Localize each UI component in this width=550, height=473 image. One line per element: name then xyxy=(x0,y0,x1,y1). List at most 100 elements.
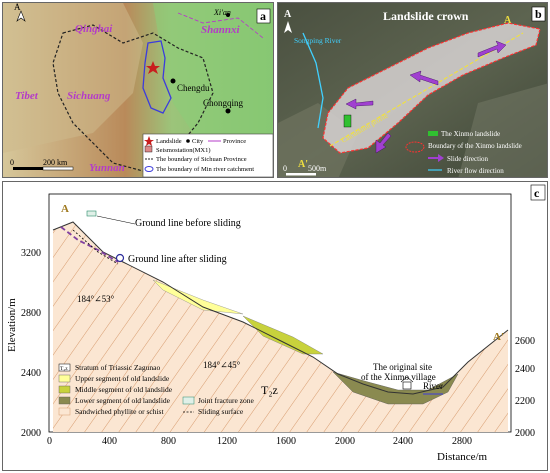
city-label-xian: Xi'an xyxy=(213,8,231,17)
xinmo-marker xyxy=(343,114,352,128)
panel-letter-box xyxy=(531,6,546,22)
svg-text:Slide direction: Slide direction xyxy=(447,155,489,163)
scale-bar: 0 500m xyxy=(283,164,327,176)
y-tick-label: 2400 xyxy=(515,364,535,375)
river-label: River xyxy=(423,381,443,391)
satellite-image: A Landslide crown A A' Songping River Ca… xyxy=(278,3,547,177)
profile-line xyxy=(329,32,524,147)
y-tick-label: 2800 xyxy=(21,308,41,319)
slide-direction-icon xyxy=(409,70,439,86)
province-label-tibet: Tibet xyxy=(15,90,39,102)
svg-text:Province: Province xyxy=(223,138,246,145)
svg-text:Sliding surface: Sliding surface xyxy=(198,407,244,416)
geological-profile: 0 400 800 1200 1600 2000 2400 2800 2000 … xyxy=(6,184,546,463)
x-tick-label: 1600 xyxy=(276,436,296,447)
dip-label-2: 184°∠45° xyxy=(203,360,241,370)
svg-text:City: City xyxy=(192,138,204,145)
y-axis-right: 2000 2200 2400 2600 xyxy=(515,336,535,439)
svg-text:Upper segment of old landslide: Upper segment of old landslide xyxy=(75,374,170,383)
y-tick-label: 3200 xyxy=(21,248,41,259)
before-sliding-label: Ground line before sliding xyxy=(135,218,241,229)
slide-direction-icon xyxy=(345,98,374,110)
satellite-legend: The Xinmo landslide Boundary of the Xinm… xyxy=(405,130,522,175)
city-label-chengdu: Chengdu xyxy=(177,83,210,93)
dip-label-1: 184°∠53° xyxy=(77,294,115,304)
river-line xyxy=(302,32,324,129)
city-label-chongqing: Chongqing xyxy=(203,98,244,108)
panel-letter: c xyxy=(534,186,540,200)
y-axis-title: Elevation/m xyxy=(6,298,18,352)
sichuan-boundary-line xyxy=(52,24,214,172)
svg-text:0: 0 xyxy=(283,164,287,173)
panel-letter: b xyxy=(535,7,542,21)
sliding-surface-line xyxy=(72,229,119,265)
panel-letter-box xyxy=(256,8,271,24)
svg-text:The boundary of Sichuan Provi: The boundary of Sichuan Province xyxy=(156,156,247,163)
north-arrow-icon xyxy=(284,21,292,33)
upper-segment-fill xyxy=(152,279,244,315)
map-legend: Landslide City Province Seismostation(MX… xyxy=(142,133,273,177)
north-label: A xyxy=(284,9,292,20)
landslide-star-icon xyxy=(146,61,160,74)
svg-text:The Xinmo landslide: The Xinmo landslide xyxy=(441,130,500,138)
svg-text:River flow direction: River flow direction xyxy=(447,167,504,175)
legend-joint-icon xyxy=(182,396,195,405)
province-label-sichuang: Sichuang xyxy=(67,90,111,102)
legend-landslide-icon xyxy=(144,136,154,146)
north-label: A xyxy=(14,3,21,12)
svg-text:Landslide: Landslide xyxy=(156,138,182,145)
province-line xyxy=(177,12,264,39)
y-tick-label: 2600 xyxy=(515,336,535,347)
panel-letter-box xyxy=(530,184,546,201)
y-tick-label: 2000 xyxy=(21,428,41,439)
marker-circle-icon xyxy=(115,253,125,263)
regional-map-panel: A a Qinghai Shannxi Tibet Sichuang Yunna… xyxy=(2,2,274,178)
point-a-label: A xyxy=(61,203,69,215)
village-label-line1: The original site xyxy=(373,362,432,372)
y-tick-label: 2000 xyxy=(515,428,535,439)
svg-text:500m: 500m xyxy=(308,164,327,173)
ground-line-before xyxy=(60,226,119,263)
panel-letter: a xyxy=(260,9,266,23)
stratum-label: T₂z xyxy=(261,383,278,397)
x-tick-label: 1200 xyxy=(217,436,237,447)
city-dot-icon xyxy=(226,13,230,17)
point-a-prime-label: A' xyxy=(493,331,504,343)
min-catchment-line xyxy=(142,40,172,114)
y-tick-label: 2200 xyxy=(515,396,535,407)
village-house-icon xyxy=(402,381,412,390)
y-tick-label: 2400 xyxy=(21,368,41,379)
city-dot-icon xyxy=(225,108,231,114)
svg-text:The boundary of Min river catc: The boundary of Min river catchment xyxy=(156,166,254,173)
x-tick-label: 2400 xyxy=(393,436,413,447)
slide-direction-icon xyxy=(375,132,392,154)
after-sliding-label: Ground line after sliding xyxy=(128,254,227,265)
city-dot-icon xyxy=(170,78,176,84)
middle-segment-fill xyxy=(242,315,324,355)
profile-legend: T₂z Stratum of Triassic Zagunao Upper se… xyxy=(58,363,254,416)
y-axis-left: 2000 2400 2800 3200 xyxy=(21,248,41,439)
legend-lower-icon xyxy=(58,396,71,405)
province-label-qinghai: Qinghai xyxy=(75,23,113,35)
province-label-shannxi: Shannxi xyxy=(201,24,240,36)
profile-panel: 0 400 800 1200 1600 2000 2400 2800 2000 … xyxy=(2,181,548,471)
svg-text:Boundary of the Xinmo landslid: Boundary of the Xinmo landslide xyxy=(428,142,522,150)
regional-map: A a Qinghai Shannxi Tibet Sichuang Yunna… xyxy=(3,3,273,177)
slide-direction-icon xyxy=(477,40,507,58)
x-tick-label: 800 xyxy=(161,436,176,447)
point-a-label: A xyxy=(504,15,512,26)
joint-fracture-zone xyxy=(86,210,97,217)
river-label: Songping River xyxy=(294,36,342,45)
crown-label: Landslide crown xyxy=(383,9,469,23)
scale-bar: 0 200 km xyxy=(10,158,74,171)
legend-seismostation-icon xyxy=(144,145,153,153)
legend-middle-icon xyxy=(58,385,71,394)
x-tick-label: 2000 xyxy=(335,436,355,447)
x-axis: 0 400 800 1200 1600 2000 2400 2800 xyxy=(47,436,472,447)
svg-text:Joint fracture zone: Joint fracture zone xyxy=(198,396,254,405)
point-a-prime-label: A' xyxy=(298,159,308,170)
legend-xinmo-icon xyxy=(428,131,438,136)
legend-upper-icon xyxy=(58,374,71,383)
legend-boundary-icon xyxy=(405,141,425,153)
basin-lowland xyxy=(153,3,273,177)
